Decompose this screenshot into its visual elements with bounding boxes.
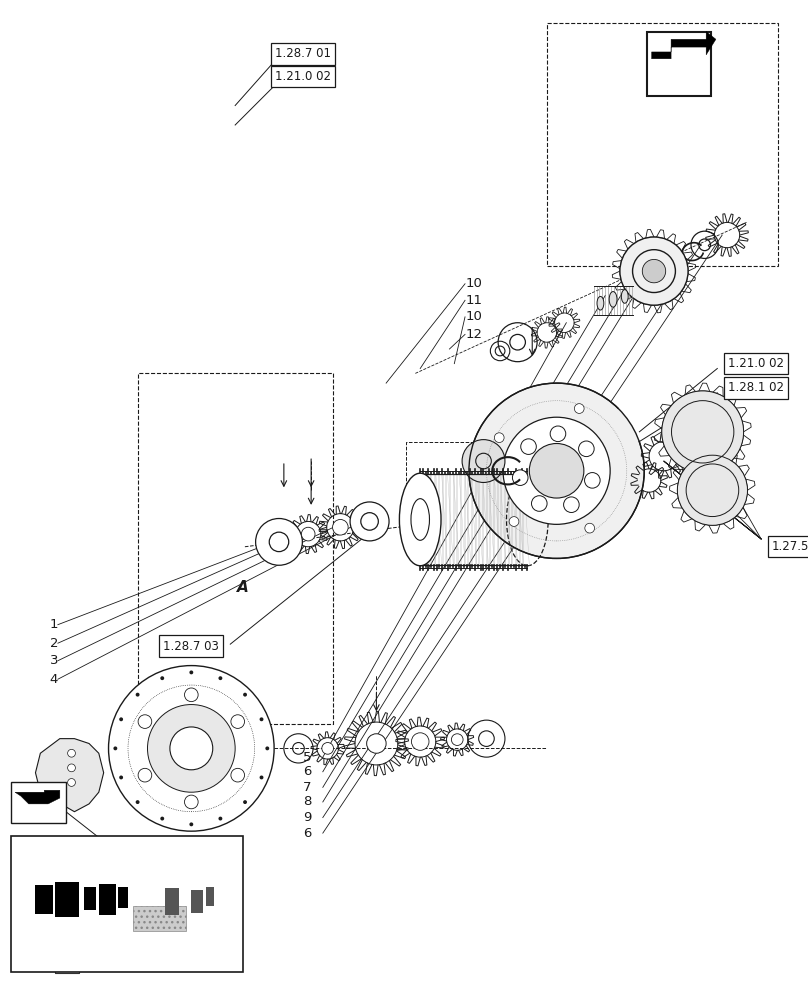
Bar [191, 890, 203, 913]
Circle shape [138, 768, 152, 782]
Circle shape [452, 734, 463, 745]
Text: B: B [400, 522, 411, 537]
Circle shape [218, 817, 222, 821]
Text: 8: 8 [303, 795, 312, 808]
Circle shape [585, 523, 595, 533]
Circle shape [170, 727, 213, 770]
Circle shape [255, 519, 302, 565]
Text: 9: 9 [303, 811, 312, 824]
Circle shape [184, 795, 198, 809]
Circle shape [620, 237, 688, 305]
Polygon shape [36, 739, 103, 812]
Circle shape [68, 749, 75, 757]
Bar [547, 23, 777, 266]
Circle shape [574, 404, 584, 413]
Circle shape [231, 715, 245, 728]
Text: 1.21.0 02: 1.21.0 02 [276, 70, 331, 83]
Bar [137, 373, 333, 724]
Circle shape [512, 470, 528, 485]
Circle shape [503, 417, 610, 524]
Ellipse shape [399, 473, 441, 566]
Ellipse shape [597, 296, 604, 310]
Circle shape [136, 800, 140, 804]
Circle shape [367, 734, 386, 753]
Circle shape [148, 705, 235, 792]
Bar [99, 884, 116, 915]
Circle shape [677, 455, 747, 525]
Circle shape [265, 746, 269, 750]
Circle shape [550, 426, 566, 442]
Text: 12: 12 [465, 328, 482, 341]
Polygon shape [15, 790, 60, 804]
Circle shape [138, 715, 152, 728]
Circle shape [136, 693, 140, 697]
Circle shape [120, 717, 123, 721]
Circle shape [564, 497, 579, 512]
Circle shape [108, 666, 274, 831]
Circle shape [160, 676, 164, 680]
Text: 5: 5 [303, 751, 312, 764]
Bar [36, 885, 53, 914]
Circle shape [529, 444, 584, 498]
Bar [118, 887, 128, 908]
Text: 7: 7 [303, 781, 312, 794]
Text: 1.28.7 01: 1.28.7 01 [276, 47, 331, 60]
Text: 1.21.0 02: 1.21.0 02 [728, 357, 785, 370]
Bar [133, 906, 187, 931]
Text: 3: 3 [49, 654, 58, 667]
Ellipse shape [609, 292, 617, 307]
Text: 4: 4 [49, 673, 58, 686]
Circle shape [231, 768, 245, 782]
Circle shape [184, 688, 198, 702]
Text: A: A [237, 580, 249, 595]
Circle shape [68, 779, 75, 786]
Circle shape [120, 776, 123, 779]
Text: 2: 2 [49, 637, 58, 650]
Circle shape [520, 439, 537, 454]
Circle shape [189, 822, 193, 826]
Text: 11: 11 [465, 294, 482, 307]
Bar [165, 888, 179, 915]
Circle shape [584, 473, 600, 488]
Text: 10: 10 [465, 310, 482, 323]
Circle shape [243, 693, 247, 697]
Circle shape [113, 746, 117, 750]
Text: 6: 6 [303, 827, 312, 840]
Circle shape [301, 527, 315, 541]
Bar [11, 836, 243, 972]
Circle shape [259, 717, 263, 721]
Circle shape [350, 502, 389, 541]
Circle shape [642, 259, 666, 283]
Circle shape [532, 496, 547, 511]
Circle shape [333, 519, 348, 535]
Ellipse shape [411, 499, 430, 540]
Bar [55, 882, 79, 917]
Circle shape [243, 800, 247, 804]
Bar [84, 887, 96, 910]
Circle shape [509, 517, 519, 526]
Circle shape [462, 440, 505, 482]
Circle shape [322, 743, 334, 754]
Text: 10: 10 [465, 277, 482, 290]
Circle shape [160, 817, 164, 821]
Circle shape [68, 764, 75, 772]
Circle shape [494, 433, 504, 443]
Text: 1.28.1 02: 1.28.1 02 [728, 381, 785, 394]
Circle shape [259, 776, 263, 779]
Circle shape [218, 676, 222, 680]
Circle shape [579, 441, 594, 457]
Text: 6: 6 [303, 765, 312, 778]
Ellipse shape [621, 290, 628, 303]
Text: 1.27.5: 1.27.5 [772, 540, 808, 553]
Text: 1.28.7 03: 1.28.7 03 [163, 640, 219, 653]
Circle shape [189, 670, 193, 674]
Bar [206, 887, 214, 906]
Bar [11, 782, 66, 823]
Circle shape [662, 391, 743, 473]
Circle shape [469, 383, 644, 558]
Circle shape [411, 733, 429, 750]
Polygon shape [651, 31, 716, 59]
Bar [646, 32, 711, 96]
Text: 1: 1 [49, 618, 58, 631]
